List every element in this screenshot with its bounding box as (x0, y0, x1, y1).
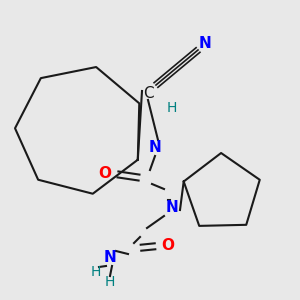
Text: O: O (161, 238, 175, 253)
Text: H: H (91, 265, 101, 279)
Text: C: C (143, 85, 153, 100)
Text: O: O (98, 167, 112, 182)
Text: H: H (105, 275, 115, 289)
Text: H: H (167, 101, 177, 115)
Text: N: N (166, 200, 178, 215)
Text: N: N (103, 250, 116, 266)
Text: N: N (148, 140, 161, 155)
Text: N: N (199, 37, 212, 52)
